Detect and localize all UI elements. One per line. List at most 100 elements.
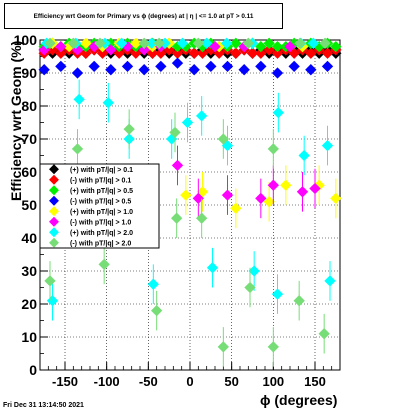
data-point [71,67,84,79]
data-point [321,47,334,59]
data-point [288,60,300,73]
data-point [105,44,117,56]
x-tick-label: 100 [262,374,284,389]
data-point [55,40,67,53]
data-point [217,133,229,145]
data-point [242,37,254,49]
data-point [330,40,342,53]
data-point [146,47,159,59]
chart-title: Efficiency wrt Geom for Primary vs ϕ (de… [4,3,283,29]
legend: (+) with pT/|q| > 0.1 (-) with pT/|q| > 0… [39,163,160,249]
legend-marker [49,206,59,217]
y-tick-label: 0 [29,362,37,378]
data-point [272,106,284,119]
data-point [318,328,330,340]
y-tick-label: 70 [21,131,37,147]
data-point [176,37,189,49]
data-point [255,47,267,59]
data-point [217,341,229,353]
data-point [67,37,79,49]
legend-marker [49,237,59,248]
legend-label: (+) with pT/|q| > 0.5 [70,188,133,195]
data-point [209,40,221,53]
y-tick-label: 90 [21,65,37,81]
legend-label: (+) with pT/|q| > 0.1 [70,167,133,174]
data-point [205,60,217,73]
y-tick-label: 50 [21,197,37,213]
data-point [44,37,56,49]
data-point [321,60,334,73]
x-tick-label: 50 [224,374,238,389]
y-tick-label: 100 [14,32,38,48]
data-point [321,139,334,152]
data-point [159,37,171,49]
data-point [284,40,296,53]
data-point [171,159,184,172]
data-point [201,37,213,49]
data-point [221,189,234,201]
data-point [271,47,284,59]
data-point [155,47,167,59]
data-point [147,278,159,290]
x-tick-label: 0 [186,374,193,389]
data-point [244,281,256,294]
legend-box [39,163,160,249]
data-point [171,47,184,59]
data-point [96,47,109,59]
data-point [238,64,250,76]
y-tick-label: 40 [21,230,37,246]
data-point [267,143,279,155]
data-point [309,182,321,195]
data-point [230,37,242,49]
data-point [181,116,194,129]
data-point [155,60,167,73]
data-point [307,37,319,49]
data-point [298,149,310,162]
x-tick-label: -50 [139,374,158,389]
data-point [230,202,242,214]
data-point [113,47,125,59]
data-point [271,288,284,300]
data-point [324,275,336,287]
data-point [188,47,200,59]
data-point [294,37,306,49]
timestamp: Fri Dec 31 13:14:50 2021 [3,402,84,409]
y-tick-label: 30 [21,263,37,279]
data-point [138,37,150,49]
data-point [130,37,142,49]
data-point [230,47,242,59]
legend-marker [49,216,59,227]
legend-label: (-) with pT/|q| > 0.1 [70,177,131,184]
data-point [296,186,309,198]
legend-label: (-) with pT/|q| > 0.5 [70,198,131,205]
legend-marker [49,185,59,196]
data-point [305,47,317,59]
data-point [263,44,275,56]
legend-marker [49,227,59,238]
data-point [73,93,85,106]
data-point [271,40,284,53]
data-point [98,258,110,271]
data-point [80,47,92,59]
data-point [105,37,117,49]
y-tick-label: 20 [21,296,37,312]
data-point [153,37,165,49]
data-point [116,37,128,49]
data-point [44,275,56,287]
legend-marker [49,164,59,175]
data-point [121,60,134,73]
data-point [267,341,279,353]
data-point [151,304,163,317]
y-tick-label: 60 [21,164,37,180]
legend-label: (+) with pT/|q| > 1.0 [70,209,133,216]
data-point [180,189,192,201]
data-point [192,192,204,205]
data-point [171,212,183,224]
y-axis-label: Efficiency wrt Geom (%) [8,40,24,201]
data-point [171,57,184,69]
data-point [130,47,142,59]
data-point [293,295,305,307]
data-point [255,192,267,205]
data-point [206,262,219,274]
axis-ticks: -150 -100 -50 0 50 100 150 0 10 20 30 40 50 60 70 80 90 1… [14,32,333,389]
